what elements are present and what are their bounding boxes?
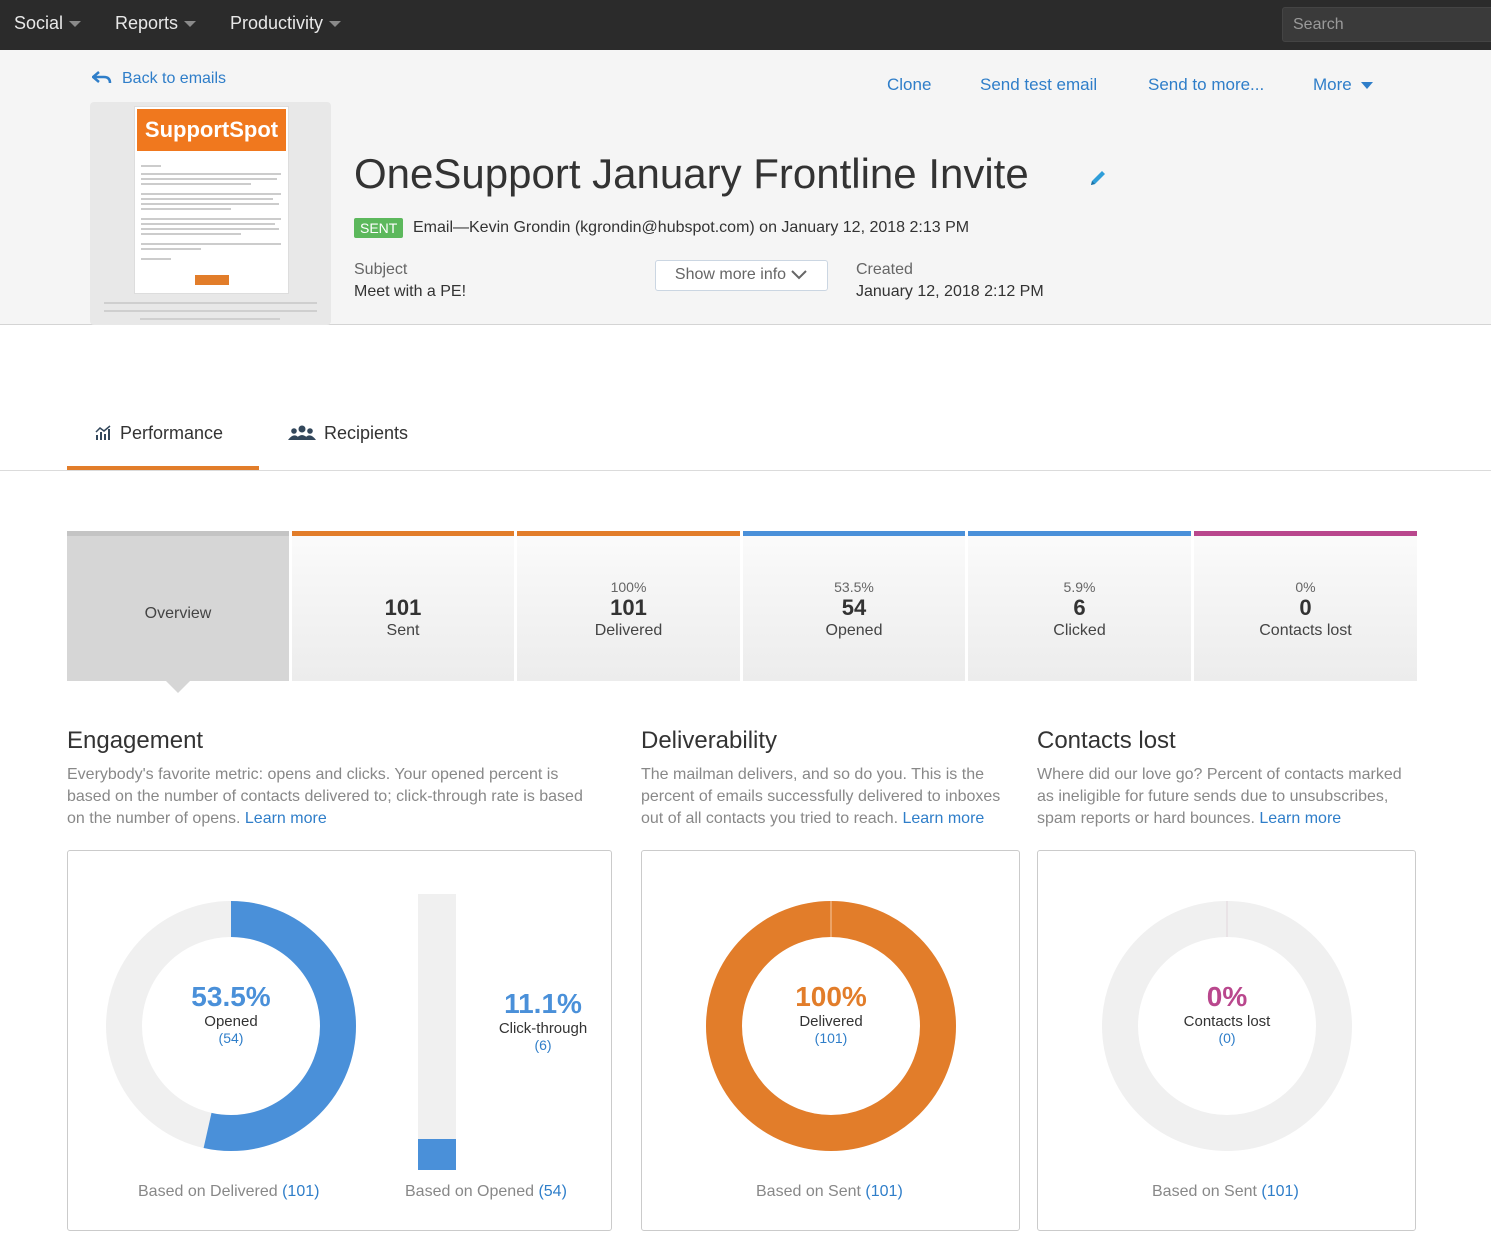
nav-productivity[interactable]: Productivity: [230, 13, 342, 34]
click-through-bar-fill: [418, 1139, 456, 1170]
based-on-delivered: Based on Delivered (101): [138, 1183, 320, 1200]
card-color-bar: [1194, 531, 1417, 536]
learn-more-link[interactable]: Learn more: [1259, 810, 1342, 827]
nav-reports[interactable]: Reports: [115, 13, 197, 34]
opened-pct: 53.5%: [834, 579, 874, 595]
deliverability-description: The mailman delivers, and so do you. Thi…: [641, 766, 1001, 827]
nav-social[interactable]: Social: [14, 13, 82, 34]
sent-label: Sent: [386, 622, 420, 639]
contacts-lost-title: Contacts lost: [1037, 727, 1176, 754]
email-title: OneSupport January Frontline Invite: [354, 150, 1029, 197]
created-label: Created: [856, 261, 913, 278]
email-thumbnail[interactable]: SupportSpot: [90, 102, 331, 325]
clicked-card[interactable]: 5.9% 6 Clicked: [968, 531, 1191, 681]
lost-value: 0: [1299, 595, 1312, 620]
opened-donut-label: 53.5% Opened (54): [191, 981, 271, 1046]
overview-pointer: [166, 681, 190, 693]
pencil-edit-icon[interactable]: [1088, 168, 1108, 188]
active-tab-indicator: [67, 466, 259, 470]
show-more-info-button[interactable]: Show more info: [655, 260, 828, 291]
card-color-bar: [517, 531, 740, 536]
click-through-label: 11.1% Click-through (6): [498, 988, 588, 1053]
more-dropdown-button[interactable]: More: [1313, 75, 1373, 95]
lost-label: Contacts lost: [1259, 622, 1352, 639]
click-through-bar-track: [418, 894, 456, 1170]
created-value: January 12, 2018 2:12 PM: [856, 283, 1044, 300]
opened-donut-chart: [106, 901, 356, 1151]
overview-card[interactable]: Overview: [67, 531, 289, 681]
card-color-bar: [292, 531, 514, 536]
caret-down-icon: [329, 21, 342, 28]
lost-pct: 0%: [1295, 579, 1316, 595]
contacts-lost-panel: 0% Contacts lost (0): [1037, 850, 1416, 1231]
tab-divider: [0, 470, 1491, 471]
delivered-label: Delivered: [594, 622, 663, 639]
send-test-email-button[interactable]: Send test email: [980, 75, 1098, 94]
supportspot-logo: SupportSpot: [137, 109, 286, 151]
based-on-sent: Based on Sent (101): [1152, 1183, 1299, 1200]
contacts-lost-donut-chart: [1102, 901, 1352, 1151]
delivered-donut-label: 100% Delivered (101): [795, 981, 867, 1046]
caret-down-icon: [184, 21, 197, 28]
sent-info: Email—Kevin Grondin (kgrondin@hubspot.co…: [413, 219, 970, 236]
based-on-opened: Based on Opened (54): [405, 1183, 567, 1200]
sent-value: 101: [384, 595, 422, 620]
learn-more-link[interactable]: Learn more: [244, 810, 327, 827]
chart-icon: [95, 425, 111, 440]
learn-more-link[interactable]: Learn more: [902, 810, 985, 827]
email-preview: SupportSpot: [134, 106, 289, 294]
clicked-label: Clicked: [1053, 622, 1106, 639]
tab-performance[interactable]: Performance: [94, 423, 223, 444]
card-color-bar: [743, 531, 965, 536]
tab-recipients[interactable]: Recipients: [288, 423, 408, 444]
back-to-emails-link[interactable]: Back to emails: [91, 70, 226, 88]
engagement-panel: 53.5% Opened (54) 11.1% Click-through (6…: [67, 850, 612, 1231]
subject-label: Subject: [354, 261, 408, 278]
search-input[interactable]: [1282, 7, 1491, 42]
back-arrow-icon: [91, 71, 112, 84]
caret-down-icon: [1360, 82, 1373, 90]
contacts-lost-card[interactable]: 0% 0 Contacts lost: [1194, 531, 1417, 681]
based-on-sent: Based on Sent (101): [756, 1183, 903, 1200]
opened-card[interactable]: 53.5% 54 Opened: [743, 531, 965, 681]
delivered-value: 101: [610, 595, 647, 620]
subject-value: Meet with a PE!: [354, 283, 467, 300]
opened-value: 54: [841, 595, 867, 620]
status-badge: SENT: [354, 218, 404, 238]
delivered-card[interactable]: 100% 101 Delivered: [517, 531, 740, 681]
clone-button[interactable]: Clone: [887, 75, 932, 94]
contacts-lost-description: Where did our love go? Percent of contac…: [1037, 766, 1402, 827]
send-to-more-button[interactable]: Send to more...: [1148, 75, 1265, 94]
delivered-donut-chart: [706, 901, 956, 1151]
deliverability-title: Deliverability: [641, 727, 778, 754]
deliverability-panel: 100% Delivered (101): [641, 850, 1020, 1231]
caret-down-icon: [69, 21, 82, 28]
top-navigation: Social Reports Productivity: [0, 0, 1491, 50]
opened-label: Opened: [825, 622, 883, 639]
opened-donut-arc: [106, 901, 356, 1151]
card-color-bar: [968, 531, 1191, 536]
clicked-pct: 5.9%: [1063, 579, 1096, 595]
engagement-description: Everybody's favorite metric: opens and c…: [67, 766, 583, 827]
clicked-value: 6: [1073, 595, 1086, 620]
preview-signup-button: [195, 275, 229, 285]
sent-card[interactable]: 101 Sent: [292, 531, 514, 681]
people-icon: [288, 425, 316, 440]
delivered-pct: 100%: [610, 579, 647, 595]
contacts-lost-donut-label: 0% Contacts lost (0): [1183, 981, 1271, 1046]
chevron-down-icon: [791, 270, 807, 280]
engagement-title: Engagement: [67, 727, 204, 754]
